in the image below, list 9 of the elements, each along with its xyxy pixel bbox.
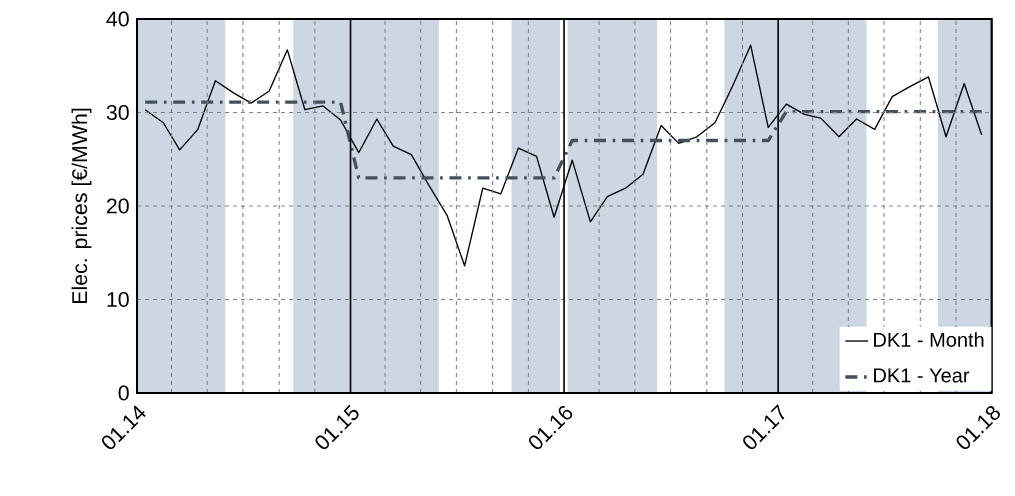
y-tick-label: 10: [107, 291, 129, 308]
y-tick-label: 0: [118, 385, 129, 401]
line-series: [144, 44, 983, 267]
y-axis-title: Elec. prices [€/MWh]: [71, 108, 92, 304]
legend-label: DK1 - Month: [874, 332, 984, 347]
y-tick-label: 30: [106, 104, 129, 121]
legend-label: DK1 - Year: [874, 368, 970, 383]
y-tick-label: 40: [106, 11, 129, 27]
y-tick-label: 20: [106, 198, 129, 214]
